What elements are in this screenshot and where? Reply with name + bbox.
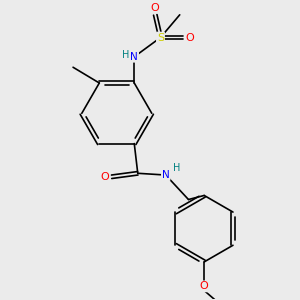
Text: O: O (151, 3, 160, 13)
Text: H: H (172, 163, 180, 173)
Text: N: N (162, 170, 169, 180)
Text: S: S (157, 32, 164, 43)
Text: O: O (200, 281, 208, 291)
Text: H: H (122, 50, 129, 60)
Text: N: N (130, 52, 138, 62)
Text: O: O (101, 172, 110, 182)
Text: O: O (186, 32, 195, 43)
